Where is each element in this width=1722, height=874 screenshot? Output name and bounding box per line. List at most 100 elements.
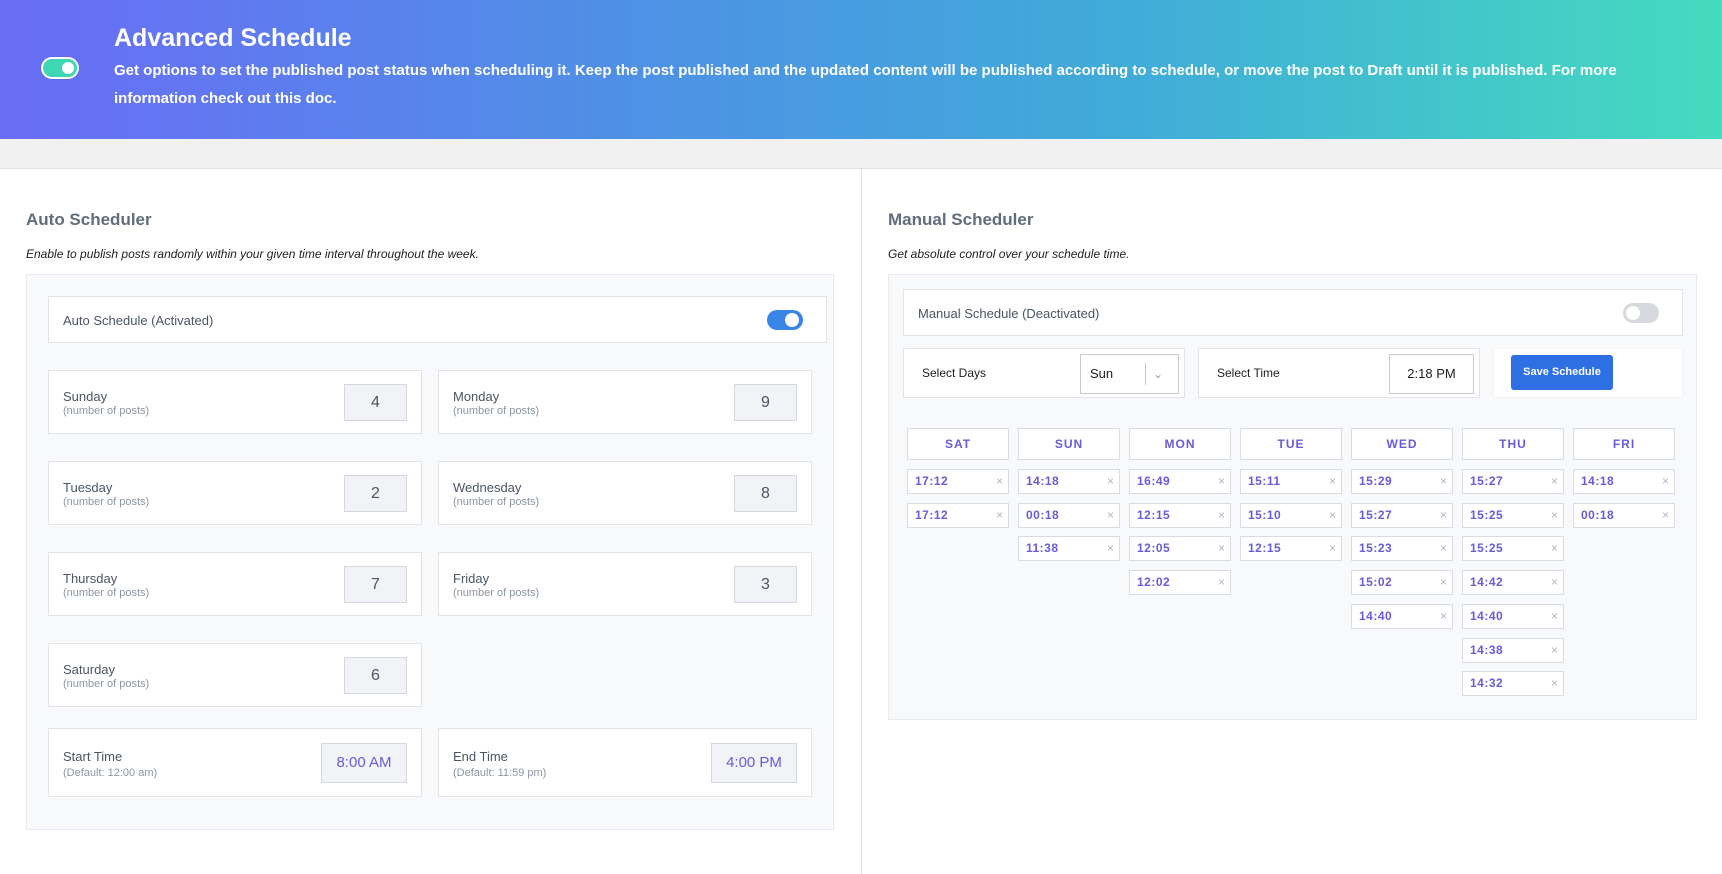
post-count-input[interactable]: 7 — [344, 566, 407, 603]
remove-slot-icon[interactable]: × — [1328, 507, 1336, 522]
toggle-knob — [1626, 306, 1640, 320]
remove-slot-icon[interactable]: × — [1106, 541, 1114, 556]
time-slot: 12:02 × — [1129, 570, 1231, 596]
time-slot-value: 15:27 — [1470, 474, 1504, 488]
day-name: Sunday — [63, 389, 108, 404]
save-row: Save Schedule — [1493, 348, 1683, 398]
day-column-header-mon: MON — [1129, 428, 1231, 460]
remove-slot-icon[interactable]: × — [1550, 575, 1558, 590]
time-slot: 14:32 × — [1462, 671, 1564, 697]
day-subtitle: (number of posts) — [63, 678, 150, 690]
auto-schedule-status-label: Auto Schedule (Activated) — [63, 313, 214, 328]
select-days-label: Select Days — [922, 366, 987, 380]
remove-slot-icon[interactable]: × — [1106, 507, 1114, 522]
time-slot: 14:18 × — [1018, 469, 1120, 494]
time-slot-value: 12:02 — [1137, 575, 1171, 590]
remove-slot-icon[interactable]: × — [1550, 608, 1558, 623]
time-slot: 14:18 × — [1573, 469, 1675, 494]
select-days-dropdown[interactable]: Sun ⌄ — [1080, 354, 1179, 394]
time-slot: 17:12 × — [907, 469, 1009, 494]
day-name: Saturday — [63, 662, 116, 677]
remove-slot-icon[interactable]: × — [1550, 541, 1558, 556]
save-schedule-button[interactable]: Save Schedule — [1511, 355, 1613, 390]
time-slot: 12:15 × — [1240, 536, 1342, 562]
end-time-input[interactable]: 4:00 PM — [711, 743, 797, 783]
remove-slot-icon[interactable]: × — [1439, 608, 1447, 623]
remove-slot-icon[interactable]: × — [1106, 474, 1114, 488]
day-column-header-fri: FRI — [1573, 428, 1675, 460]
post-count-input[interactable]: 2 — [344, 475, 407, 512]
start-time-default: (Default: 12:00 am) — [63, 767, 158, 779]
end-time-default: (Default: 11:59 pm) — [453, 767, 547, 779]
time-slot: 15:27 × — [1351, 502, 1453, 528]
remove-slot-icon[interactable]: × — [1217, 474, 1225, 488]
advanced-schedule-toggle[interactable] — [41, 57, 79, 79]
end-time-label: End Time — [453, 749, 508, 764]
time-slot-value: 14:32 — [1470, 676, 1504, 691]
day-column-header-sun: SUN — [1018, 428, 1120, 460]
remove-slot-icon[interactable]: × — [1550, 642, 1558, 657]
day-subtitle: (number of posts) — [63, 405, 150, 417]
time-slot-value: 14:40 — [1470, 608, 1504, 623]
remove-slot-icon[interactable]: × — [1439, 474, 1447, 488]
remove-slot-icon[interactable]: × — [1661, 507, 1669, 522]
start-time-input[interactable]: 8:00 AM — [321, 743, 407, 783]
toggle-knob — [785, 313, 799, 327]
time-slot-value: 14:42 — [1470, 575, 1504, 590]
select-time-row: Select Time 2:18 PM — [1198, 348, 1480, 398]
auto-schedule-toggle[interactable] — [767, 310, 803, 330]
select-time-input[interactable]: 2:18 PM — [1389, 354, 1474, 394]
time-slot: 12:15 × — [1129, 502, 1231, 528]
remove-slot-icon[interactable]: × — [1328, 474, 1336, 488]
time-slot: 14:38 × — [1462, 637, 1564, 663]
manual-schedule-status-row: Manual Schedule (Deactivated) — [903, 289, 1683, 336]
post-count-input[interactable]: 3 — [734, 566, 797, 603]
time-slot-value: 15:02 — [1359, 575, 1393, 590]
select-time-label: Select Time — [1217, 366, 1280, 380]
post-count-input[interactable]: 6 — [344, 657, 407, 694]
day-subtitle: (number of posts) — [453, 405, 540, 417]
day-column-header-thu: THU — [1462, 428, 1564, 460]
day-count-row-monday: Monday (number of posts) 9 — [438, 370, 812, 434]
header-banner: Advanced Schedule Get options to set the… — [0, 0, 1722, 139]
auto-scheduler-description: Enable to publish posts randomly within … — [26, 247, 479, 261]
time-slot: 17:12 × — [907, 502, 1009, 528]
day-count-row-sunday: Sunday (number of posts) 4 — [48, 370, 422, 434]
end-time-row: End Time (Default: 11:59 pm) 4:00 PM — [438, 728, 812, 797]
time-slot-value: 12:15 — [1248, 541, 1282, 556]
remove-slot-icon[interactable]: × — [1217, 541, 1225, 556]
manual-scheduler-title: Manual Scheduler — [888, 210, 1034, 229]
remove-slot-icon[interactable]: × — [995, 507, 1003, 522]
time-slot: 11:38 × — [1018, 536, 1120, 562]
time-slot-value: 00:18 — [1026, 507, 1060, 522]
remove-slot-icon[interactable]: × — [1328, 541, 1336, 556]
time-slot-value: 16:49 — [1137, 474, 1171, 488]
start-time-row: Start Time (Default: 12:00 am) 8:00 AM — [48, 728, 422, 797]
post-count-input[interactable]: 9 — [734, 384, 797, 421]
remove-slot-icon[interactable]: × — [1661, 474, 1669, 488]
remove-slot-icon[interactable]: × — [1439, 507, 1447, 522]
post-count-input[interactable]: 4 — [344, 384, 407, 421]
remove-slot-icon[interactable]: × — [995, 474, 1003, 488]
remove-slot-icon[interactable]: × — [1439, 575, 1447, 590]
day-name: Tuesday — [63, 480, 113, 495]
remove-slot-icon[interactable]: × — [1550, 676, 1558, 691]
page-description: Get options to set the published post st… — [114, 62, 1617, 107]
time-slot-value: 15:25 — [1470, 507, 1504, 522]
remove-slot-icon[interactable]: × — [1550, 474, 1558, 488]
manual-schedule-toggle[interactable] — [1623, 303, 1659, 323]
day-count-row-friday: Friday (number of posts) 3 — [438, 552, 812, 616]
post-count-input[interactable]: 8 — [734, 475, 797, 512]
time-slot-value: 15:25 — [1470, 541, 1504, 556]
day-subtitle: (number of posts) — [453, 587, 540, 599]
time-slot-value: 11:38 — [1026, 541, 1059, 556]
time-slot: 12:05 × — [1129, 536, 1231, 562]
remove-slot-icon[interactable]: × — [1217, 507, 1225, 522]
time-slot: 15:25 × — [1462, 502, 1564, 528]
remove-slot-icon[interactable]: × — [1439, 541, 1447, 556]
remove-slot-icon[interactable]: × — [1550, 507, 1558, 522]
time-slot-value: 17:12 — [915, 474, 949, 488]
day-name: Wednesday — [453, 480, 522, 495]
time-slot-value: 00:18 — [1581, 507, 1615, 522]
remove-slot-icon[interactable]: × — [1217, 575, 1225, 590]
